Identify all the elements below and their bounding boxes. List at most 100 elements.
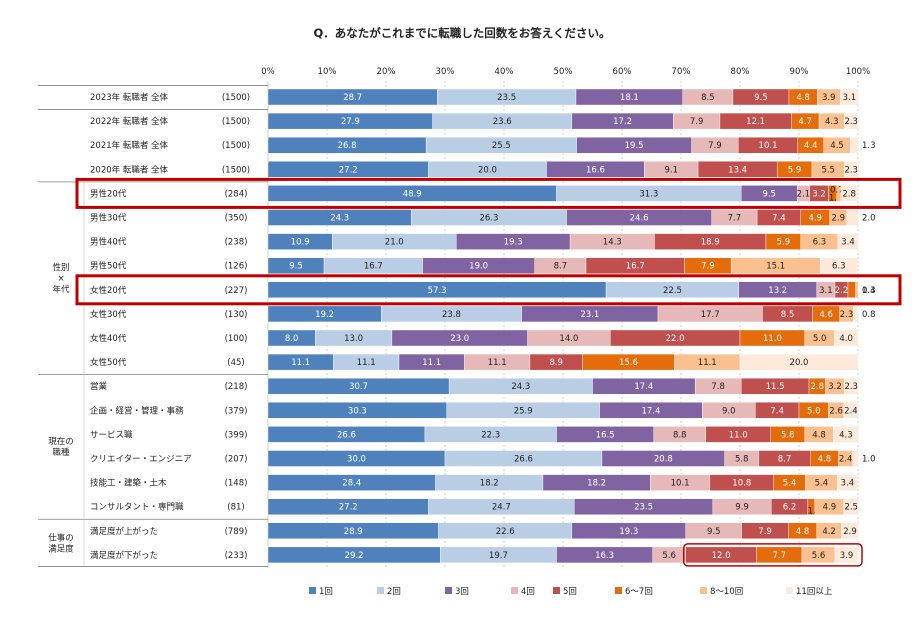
data-label: 5.8: [735, 455, 749, 465]
data-label: 57.3: [428, 286, 447, 296]
data-label: 5.8: [781, 430, 795, 440]
legend-swatch: [615, 587, 622, 594]
data-label: 9.5: [754, 93, 768, 103]
bar-rows: 2023年 転職者 全体 (1500) 28.7 23.5 18.1 8.5 9.5 4.8 3…: [90, 88, 876, 564]
data-label: 23.6: [493, 117, 512, 127]
data-label: 26.6: [514, 455, 533, 465]
x-tick-label: 60%: [613, 67, 632, 77]
row-label: 男性30代: [90, 213, 127, 224]
data-label: 9.5: [289, 262, 303, 272]
row-label: 女性50代: [90, 357, 127, 368]
legend-label: 5回: [563, 587, 577, 597]
data-label: 4.9: [823, 503, 837, 513]
bar-row: 男性50代 (126) 9.5 16.7 19.0 8.7 16.7 7.9 15.1 6.3: [90, 257, 858, 274]
row-n: (350): [225, 214, 248, 224]
row-n: (207): [225, 455, 248, 465]
bar-segment: [843, 402, 859, 419]
data-label: 26.3: [479, 214, 498, 224]
data-label: 8.0: [285, 334, 299, 344]
data-label: 9.1: [664, 165, 678, 175]
data-label: 19.3: [504, 238, 523, 248]
row-label: 営業: [90, 381, 108, 392]
data-label: 8.8: [673, 430, 687, 440]
row-label: 2023年 転職者 全体: [90, 92, 169, 103]
bar-row: 女性50代 (45) 11.1 11.1 11.1 11.1 8.9 15.6 11.1 20.0: [90, 353, 859, 371]
data-label: 4.5: [830, 141, 844, 151]
data-label: 9.5: [762, 189, 776, 199]
segment-highlight-box: [682, 543, 863, 567]
bar-segment: [834, 329, 859, 347]
data-label: 3.9: [840, 551, 854, 561]
data-label: 12.0: [712, 551, 731, 561]
data-label: 19.3: [619, 527, 638, 537]
data-label: 18.1: [620, 93, 639, 103]
data-label: 2.8: [842, 189, 856, 199]
data-label: 22.3: [481, 430, 500, 440]
bar-row: 女性30代 (130) 19.2 23.8 23.1 17.7 8.5 4.6 2.3 0.8: [90, 305, 876, 323]
bar-segment: [820, 257, 858, 274]
data-label: 4.8: [796, 93, 810, 103]
bar-row: 技能工・建築・土木 (148) 28.4 18.2 18.2 10.1 10.8 5.4 5.4…: [90, 474, 858, 491]
bar-row: 男性30代 (350) 24.3 26.3 24.6 7.7 7.4 4.9 2.9 2.0: [90, 209, 876, 226]
legend: 1回 2回 3回 4回 5回 6～7回 8～10回 11回以上: [309, 587, 833, 597]
row-n: (126): [225, 262, 248, 272]
row-label: 満足度が下がった: [90, 550, 158, 561]
data-label: 15.1: [766, 262, 785, 272]
bar-row: 満足度が上がった (789) 28.9 22.6 19.3 9.5 7.9 4.8 4.2 2.9: [90, 522, 859, 539]
data-label: 1.3: [862, 141, 876, 151]
gridlines: [267, 81, 859, 568]
bar-row: サービス職 (399) 26.6 22.3 16.5 8.8 11.0 5.8 4.8 4.3: [90, 426, 859, 443]
highlight-boxes: [75, 177, 902, 567]
legend-label: 3回: [455, 587, 469, 597]
data-label: 7.4: [770, 406, 784, 416]
data-label: 30.3: [348, 406, 367, 416]
bar-row: 男性40代 (238) 10.9 21.0 19.3 14.3 18.9 5.9 6.3 3.4: [90, 233, 859, 250]
data-label: 4.4: [804, 141, 818, 151]
row-label: 女性40代: [90, 333, 127, 344]
x-tick-label: 50%: [554, 67, 573, 77]
data-label: 11.0: [763, 334, 782, 344]
row-n: (1500): [222, 165, 250, 175]
data-label: 7.9: [690, 117, 704, 127]
data-label: 5.9: [777, 238, 791, 248]
data-label: 10.1: [759, 141, 778, 151]
data-label: 2.3: [844, 165, 858, 175]
bar-segment: [840, 185, 858, 202]
legend-swatch: [700, 587, 707, 594]
data-label: 16.7: [364, 262, 383, 272]
row-n: (1500): [222, 141, 250, 151]
row-label: 男性20代: [90, 188, 127, 199]
data-label: 1.0: [862, 455, 876, 465]
row-label: 女性20代: [90, 285, 127, 296]
x-tick-label: 0%: [261, 67, 275, 77]
group-label: 仕事の満足度: [48, 532, 74, 554]
data-label: 3.2: [812, 189, 826, 199]
row-n: (81): [227, 503, 244, 513]
data-label: 7.7: [728, 214, 742, 224]
row-n: (789): [225, 527, 248, 537]
data-label: 10.1: [671, 479, 690, 489]
data-label: 14.3: [603, 238, 622, 248]
bar-segment: [844, 161, 859, 178]
data-label: 2.9: [843, 527, 857, 537]
bar-segment: [834, 546, 859, 564]
data-label: 11.0: [729, 430, 748, 440]
data-label: 2.4: [839, 455, 853, 465]
data-label: 7.7: [772, 551, 786, 561]
bar-segment: [855, 281, 859, 298]
bar-row: 女性40代 (100) 8.0 13.0 23.0 14.0 22.0 11.0 5.0 4.0: [90, 329, 859, 347]
bar-row: クリエイター・エンジニア (207) 30.0 26.6 20.8 5.8 8.7 4.8 2.…: [90, 450, 876, 467]
group-label: 現在の職種: [48, 436, 74, 458]
row-label: 男性50代: [90, 261, 127, 272]
bar-segment: [844, 378, 859, 395]
bar-segment: [846, 209, 859, 226]
group-label: 性別×年代: [52, 262, 70, 295]
bar-row: 2023年 転職者 全体 (1500) 28.7 23.5 18.1 8.5 9.5 4.8 3…: [90, 88, 859, 106]
data-label: 4.8: [796, 527, 810, 537]
bar-row: 2020年 転職者 全体 (1500) 27.2 20.0 16.6 9.1 13.4 5.9…: [90, 161, 859, 178]
bar-row: 満足度が下がった (233) 29.2 19.7 16.3 5.6 12.0 7.7 5.6 3.…: [90, 546, 859, 564]
data-label: 3.1: [843, 93, 857, 103]
row-n: (130): [225, 310, 248, 320]
row-n: (1500): [222, 93, 250, 103]
